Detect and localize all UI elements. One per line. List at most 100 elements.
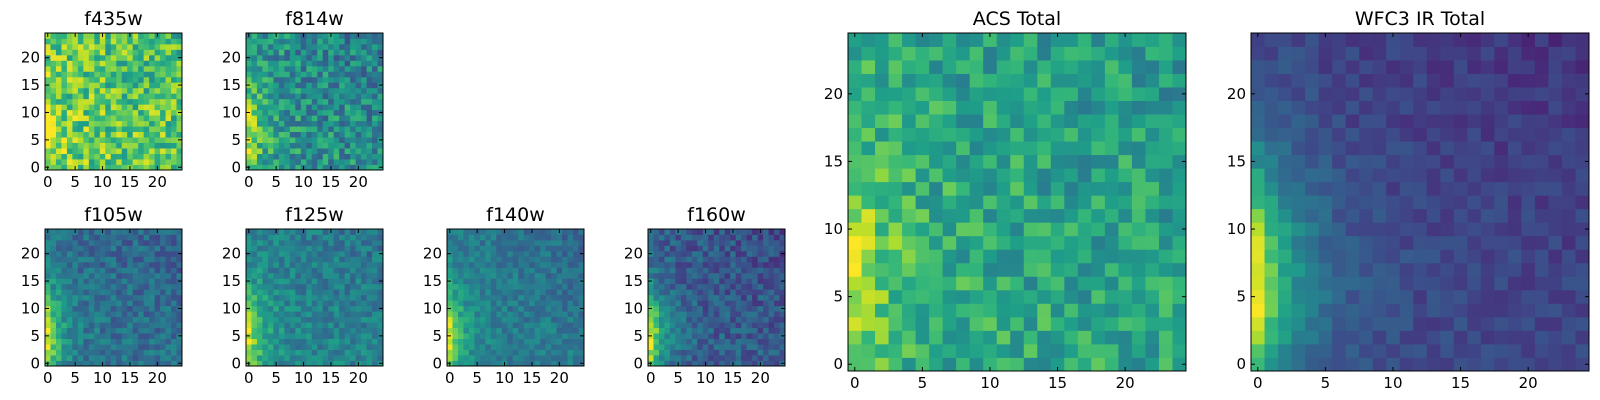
heatmap-cell <box>929 46 944 61</box>
heatmap-cell <box>127 327 134 334</box>
heatmap-cell <box>138 93 145 100</box>
heatmap-cell <box>573 250 579 257</box>
heatmap-cell <box>344 360 351 367</box>
heatmap-cell <box>735 360 742 367</box>
heatmap-cell <box>267 131 274 138</box>
heatmap-cell <box>1575 181 1590 196</box>
heatmap-cell <box>176 43 183 50</box>
heatmap-cell <box>768 300 775 307</box>
heatmap-cell <box>143 344 150 350</box>
heatmap-cell <box>468 250 475 257</box>
heatmap-cell <box>251 82 258 89</box>
heatmap-cell <box>339 76 346 83</box>
heatmap-cell <box>127 76 134 83</box>
heatmap-cell <box>88 71 95 78</box>
heatmap-cell <box>132 148 139 154</box>
heatmap-cell <box>523 234 530 241</box>
heatmap-cell <box>768 305 775 312</box>
heatmap-cell <box>512 355 519 361</box>
heatmap-cell <box>289 289 296 296</box>
heatmap-cell <box>300 104 307 111</box>
heatmap-cell <box>1010 60 1025 74</box>
heatmap-cell <box>512 333 519 339</box>
heatmap-cell <box>377 338 384 345</box>
heatmap-cell <box>1467 357 1482 372</box>
heatmap-cell <box>1318 276 1333 291</box>
heatmap-cell <box>1023 249 1038 264</box>
heatmap-cell <box>246 43 252 50</box>
heatmap-cell <box>132 261 139 268</box>
heatmap-cell <box>322 82 329 89</box>
heatmap-cell <box>1372 181 1387 196</box>
heatmap-cell <box>648 300 654 307</box>
heatmap-cell <box>66 344 73 350</box>
heatmap-cell <box>1023 235 1038 250</box>
heatmap-cell <box>246 272 252 279</box>
heatmap-cell <box>669 300 676 307</box>
heatmap-cell <box>861 127 876 142</box>
heatmap-cell <box>333 82 340 89</box>
heatmap-cell <box>746 250 753 257</box>
heatmap-cell <box>757 267 764 274</box>
heatmap-cell <box>1023 154 1038 169</box>
heatmap-cell <box>165 76 172 83</box>
heatmap-cell <box>377 327 384 334</box>
heatmap-cell <box>350 349 356 356</box>
heatmap-cell <box>350 60 356 67</box>
heatmap-cell <box>929 60 944 74</box>
heatmap-cell <box>956 222 971 237</box>
heatmap-cell <box>1318 222 1333 237</box>
heatmap-cell <box>691 311 698 318</box>
heatmap-cell <box>344 272 351 279</box>
heatmap-cell <box>1251 303 1265 318</box>
heatmap-cell <box>1264 249 1279 264</box>
heatmap-cell <box>1332 316 1347 331</box>
heatmap-cell <box>567 294 574 301</box>
heatmap-cell <box>969 343 984 358</box>
heatmap-cell <box>763 344 769 350</box>
heatmap-cell <box>708 316 715 323</box>
heatmap-cell <box>165 294 172 301</box>
heatmap-cell <box>165 234 172 241</box>
heatmap-cell <box>1118 73 1133 88</box>
x-tick-label: 5 <box>271 173 281 191</box>
heatmap-cell <box>1521 249 1536 264</box>
heatmap-cell <box>1145 100 1160 115</box>
heatmap-cell <box>875 343 889 358</box>
heatmap-cell <box>1413 195 1428 210</box>
heatmap-cell <box>333 87 340 94</box>
heatmap-cell <box>105 294 112 301</box>
heatmap-cell <box>768 283 775 290</box>
heatmap-cell <box>507 239 514 246</box>
heatmap-cell <box>339 49 346 56</box>
heatmap-cell <box>273 289 280 296</box>
heatmap-cell <box>556 245 563 252</box>
heatmap-cell <box>942 33 957 47</box>
heatmap-cell <box>848 73 862 88</box>
heatmap-cell <box>328 322 335 329</box>
heatmap-cell <box>372 159 378 165</box>
heatmap-cell <box>45 49 51 56</box>
heatmap-cell <box>149 294 155 301</box>
heatmap-cell <box>77 153 84 160</box>
heatmap-cell <box>1145 249 1160 264</box>
heatmap-cell <box>284 239 291 246</box>
heatmap-cell <box>83 120 90 127</box>
heatmap-cell <box>779 267 786 274</box>
heatmap-cell <box>333 256 340 263</box>
heatmap-cell <box>121 164 128 171</box>
heatmap-cell <box>165 153 172 160</box>
heatmap-cell <box>861 316 876 331</box>
heatmap-cell <box>1359 262 1374 277</box>
heatmap-cell <box>256 137 263 143</box>
heatmap-cell <box>55 283 62 290</box>
heatmap-cell <box>1534 276 1549 291</box>
heatmap-cell <box>176 159 183 165</box>
heatmap-cell <box>121 283 128 290</box>
heatmap-cell <box>774 344 780 350</box>
heatmap-cell <box>457 344 464 350</box>
x-tick-label: 20 <box>349 173 368 191</box>
heatmap-cell <box>251 153 258 160</box>
heatmap-cells <box>246 229 384 367</box>
heatmap-cell <box>311 98 318 105</box>
